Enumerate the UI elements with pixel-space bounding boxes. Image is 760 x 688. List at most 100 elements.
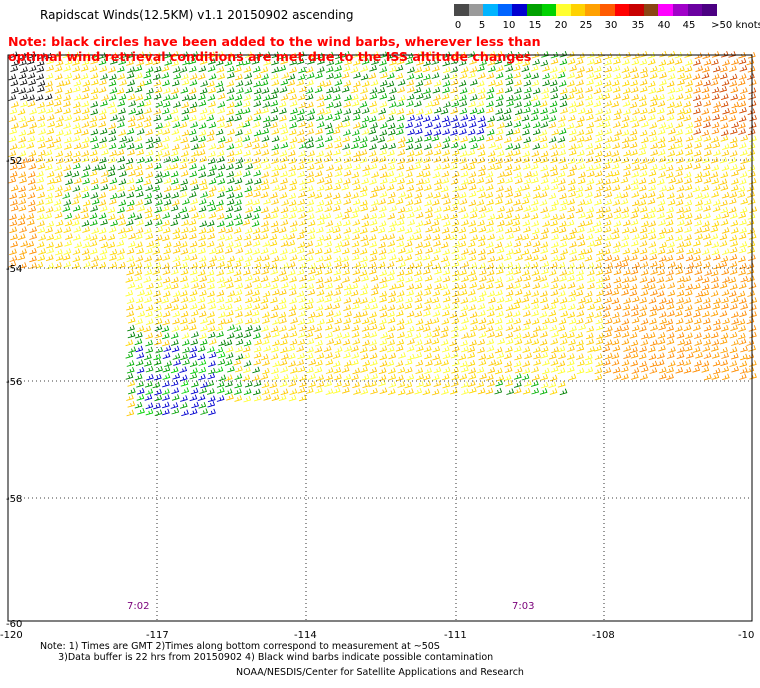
wind-barb — [720, 359, 728, 367]
wind-barb — [494, 330, 503, 338]
wind-barb — [666, 373, 674, 381]
wind-barb — [280, 156, 288, 163]
wind-barb — [171, 192, 180, 199]
wind-barb — [252, 157, 261, 164]
wind-barb — [621, 129, 630, 137]
wind-barb — [26, 142, 35, 149]
wind-barb — [362, 164, 371, 172]
wind-barb — [127, 380, 136, 387]
wind-barb — [550, 183, 559, 191]
wind-barb — [665, 219, 674, 227]
wind-barb — [8, 176, 17, 184]
wind-barb — [225, 205, 234, 213]
wind-barb — [413, 86, 422, 94]
wind-barb — [208, 212, 217, 219]
wind-barb — [119, 232, 127, 240]
wind-barb — [352, 59, 361, 66]
wind-barb — [577, 115, 585, 123]
wind-barb — [215, 346, 224, 354]
wind-barb — [162, 408, 170, 416]
wind-barb — [10, 233, 18, 241]
wind-barb — [332, 114, 341, 121]
wind-barb — [360, 255, 368, 263]
wind-barb — [488, 65, 496, 73]
wind-barb — [548, 310, 557, 317]
wind-barb — [737, 164, 746, 172]
wind-barb — [468, 136, 477, 143]
wind-barb — [324, 380, 332, 388]
wind-barb — [324, 323, 333, 331]
wind-barb — [360, 65, 369, 73]
wind-barb — [91, 78, 99, 86]
wind-barb — [63, 261, 71, 268]
wind-barb — [288, 380, 297, 387]
wind-barb — [333, 183, 342, 191]
wind-barb — [387, 94, 396, 102]
wind-barb — [154, 331, 163, 339]
wind-barb — [488, 156, 496, 164]
wind-barb — [378, 248, 387, 255]
wind-barb — [713, 297, 721, 305]
wind-barb — [55, 171, 63, 178]
wind-barb — [684, 199, 693, 207]
wind-barb — [334, 220, 342, 228]
wind-barb — [62, 205, 71, 212]
wind-barb — [575, 317, 584, 325]
wind-barb — [467, 149, 476, 156]
wind-barb — [433, 80, 442, 87]
wind-barb — [569, 86, 578, 94]
wind-barb — [180, 226, 189, 234]
latitude-label: -58 — [6, 494, 22, 505]
wind-barb — [306, 171, 314, 178]
wind-barb — [263, 163, 271, 170]
wind-barb — [522, 346, 531, 353]
wind-barb — [620, 365, 629, 373]
wind-barb — [296, 115, 305, 122]
wind-barb — [586, 269, 595, 276]
wind-barb — [611, 227, 620, 235]
wind-barb — [657, 100, 666, 108]
wind-barb — [701, 184, 710, 192]
wind-barb — [316, 213, 325, 221]
wind-barb — [206, 80, 215, 88]
wind-barb — [486, 345, 495, 352]
wind-barb — [64, 58, 73, 66]
wind-barb — [162, 128, 171, 135]
wind-barb — [197, 303, 206, 311]
wind-barb — [638, 310, 647, 318]
wind-barb — [549, 261, 558, 269]
wind-barb — [308, 359, 317, 366]
wind-barb — [271, 149, 279, 157]
wind-barb — [162, 268, 171, 276]
wind-barb — [191, 380, 199, 388]
wind-barb — [314, 366, 323, 374]
wind-barb — [244, 227, 253, 234]
wind-barb — [604, 234, 612, 242]
wind-barb — [541, 87, 549, 94]
wind-barb — [431, 72, 440, 79]
wind-barb — [677, 108, 685, 115]
wind-barb — [667, 65, 676, 73]
wind-barb — [36, 241, 45, 249]
wind-barb — [171, 128, 180, 136]
wind-barb — [234, 381, 243, 389]
wind-barb — [171, 276, 179, 284]
wind-barb — [315, 276, 324, 284]
wind-barb — [126, 199, 135, 207]
wind-barb — [388, 157, 396, 165]
wind-barb — [190, 309, 199, 317]
wind-barb — [377, 136, 386, 143]
wind-barb — [459, 121, 468, 129]
wind-barb — [388, 101, 397, 108]
wind-barb — [352, 381, 360, 389]
wind-barb — [602, 248, 611, 256]
wind-barb — [352, 297, 361, 305]
wind-barb — [72, 65, 81, 73]
wind-barb — [649, 72, 658, 80]
wind-barb — [10, 79, 19, 87]
wind-barb — [568, 178, 576, 186]
wind-barb — [10, 199, 18, 206]
wind-barb — [451, 373, 460, 381]
wind-barb — [242, 58, 251, 66]
wind-barb — [298, 219, 307, 226]
